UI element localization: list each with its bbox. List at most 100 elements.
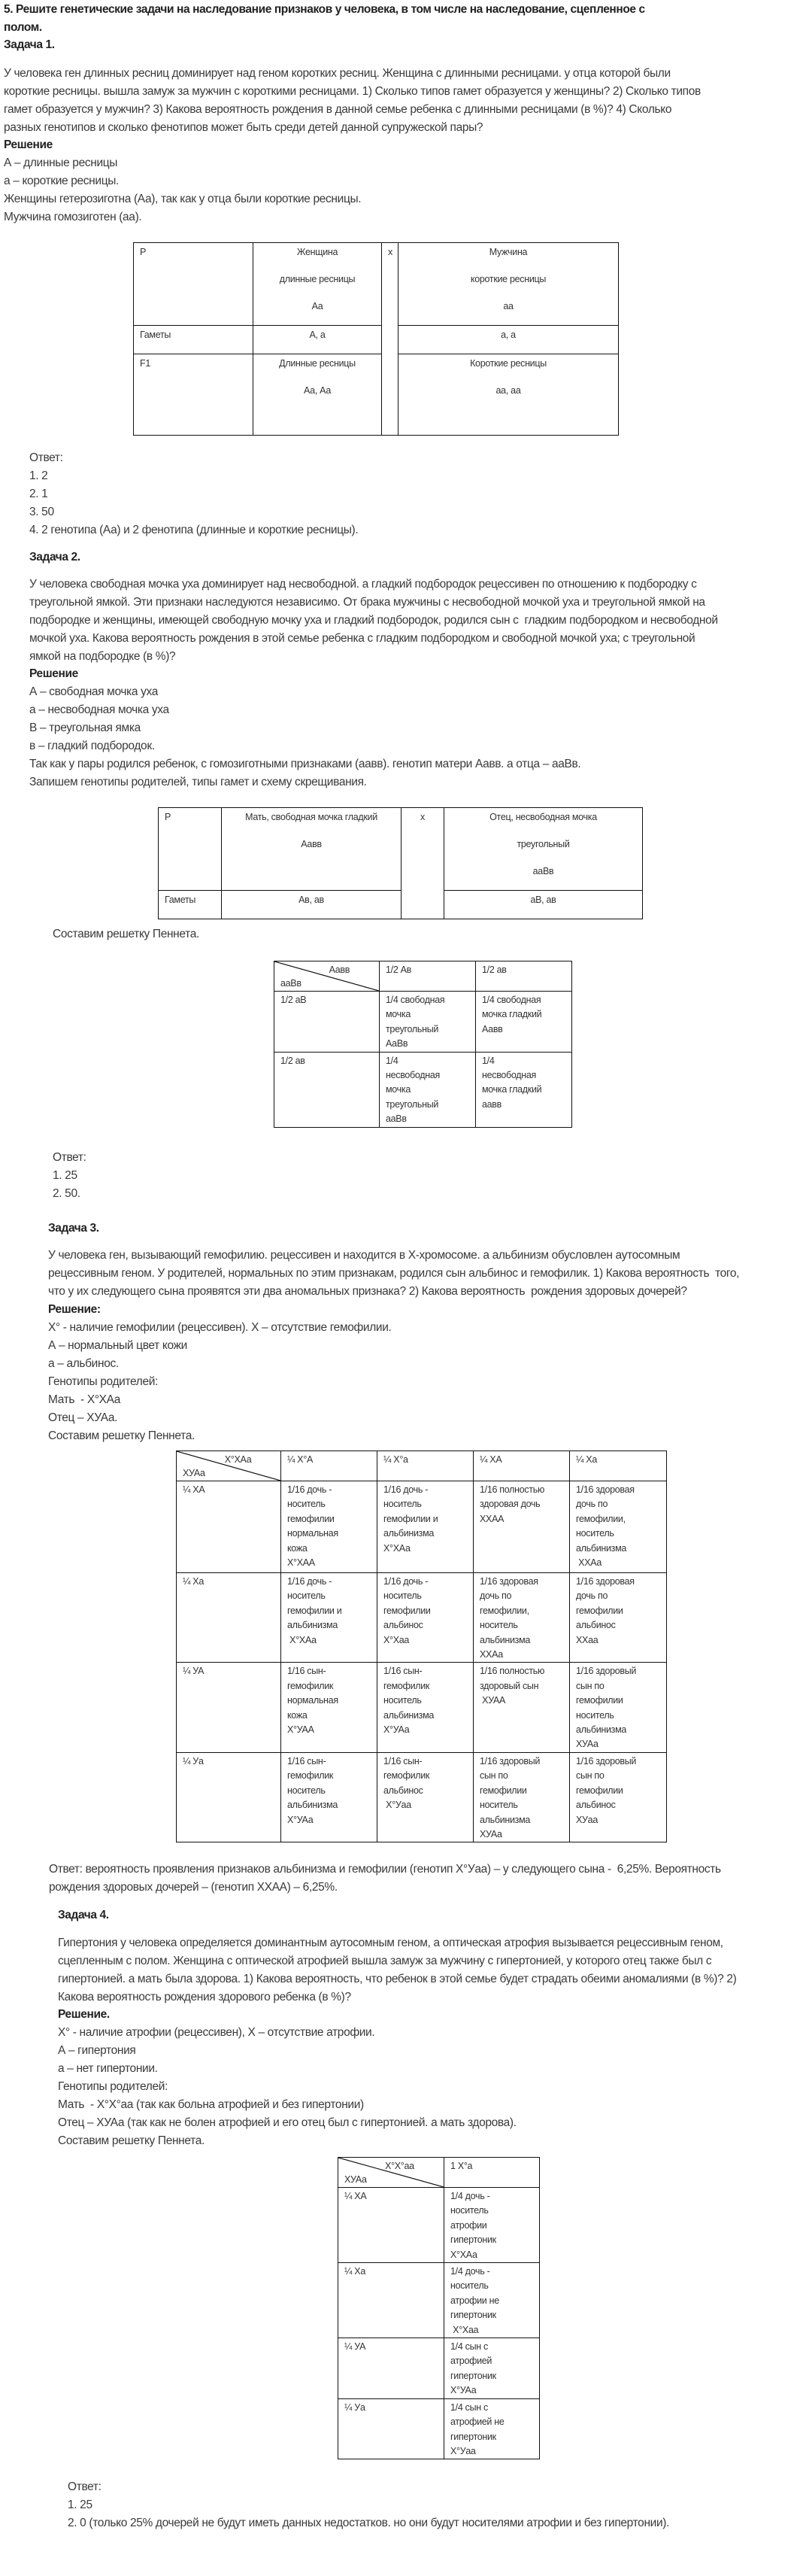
text-line: рецессивным геном. У родителей, нормальн… (48, 1267, 740, 1280)
task2-notes: А – свободная мочка уха а – несвободная м… (29, 683, 581, 791)
text-line: Мужчина гомозиготен (аа). (4, 211, 142, 223)
table-cell: 1/16 дочь - носитель гемофилии и альбинизма… (280, 1572, 377, 1663)
cell-line: ¼ Уа (344, 2401, 365, 2413)
cell-line: аа (503, 301, 514, 311)
cell-line: 1/16 дочь - (287, 1576, 332, 1587)
table-row: ¼ Уа 1/16 сын-гемофилик носитель альбинизма… (176, 1751, 667, 1843)
cell-line: атрофией (450, 2356, 492, 2367)
cell-line: 1/16 здоровая (480, 1576, 538, 1587)
text-line: У человека свободная мочка уха доминируе… (29, 578, 697, 591)
table-row: Х°Х°аа ХУАа 1 Х°а (338, 2157, 540, 2188)
cell-line: 1/16 здоровый (576, 1666, 637, 1677)
cell-line: 1/16 сын- (383, 1666, 423, 1677)
cell-line: альбинизма (480, 1634, 531, 1645)
cell-line: гемофилии (383, 1605, 431, 1616)
cell-line: носитель (383, 1499, 422, 1510)
cell-line: мочка (386, 1084, 411, 1095)
table-cell: 1/4 несвободная мочка гладкий аавв (475, 1051, 572, 1128)
task3-answer: Ответ: вероятность проявления признаков … (49, 1861, 721, 1897)
table-cell: Короткие ресницы аа, аа (398, 354, 619, 436)
cell-line: Отец, несвободная мочка (489, 812, 597, 822)
cell-line: Х°Уаа (383, 1800, 411, 1811)
text-line: 2. 0 (только 25% дочерей не будут иметь … (68, 2517, 670, 2529)
cell-line: гемофилик (287, 1770, 334, 1782)
table-cell: 1 Х°а (444, 2157, 540, 2188)
table-cell: P (133, 242, 253, 326)
text-line: А – нормальный цвет кожи (48, 1339, 187, 1352)
row-parent-genotype: ааВв (280, 978, 302, 989)
cell-line: ХУАа (480, 1828, 502, 1839)
table-cell: P (158, 807, 222, 891)
cell-line: ¼ УА (344, 2341, 366, 2353)
task4-notes: Х° - наличие атрофии (рецессивен), Х – о… (58, 2024, 517, 2150)
text-line: Х° - наличие гемофилии (рецессивен). Х –… (48, 1321, 392, 1334)
table-cell: Мужчина короткие ресницы аа (398, 242, 619, 326)
cell-line: носитель (383, 1695, 422, 1706)
cell-line: 1/16 дочь - (383, 1576, 429, 1587)
cell-line: 1/16 сын- (287, 1755, 326, 1766)
text-line: Ответ: (53, 1151, 86, 1164)
table-cell: 1/16 сын-гемофилик альбинос Х°Уаа (377, 1751, 474, 1843)
text-line: мочкой уха. Какова вероятность рождения … (29, 632, 695, 645)
diagonal-header-cell: Х°ХАа ХУАа (176, 1451, 281, 1481)
table-row: ¼ ХА 1/16 дочь - носитель гемофилии нормальн… (176, 1481, 667, 1573)
cell-line: 1/16 здоровая (576, 1576, 635, 1587)
table-row: ¼ УА 1/16 сын-гемофилик нормальная кожа Х°УА… (176, 1662, 667, 1753)
table-cell: 1/4 сын с атрофией не гипертоник Х°Уаа (444, 2398, 540, 2460)
cell-line: несвободная (482, 1070, 537, 1081)
cell-line: 1/4 (386, 1055, 398, 1066)
task2-condition: У человека свободная мочка уха доминируе… (29, 576, 718, 666)
text-line: А – гипертония (58, 2044, 136, 2057)
text-line: Решение (29, 667, 78, 680)
table-cell: 1/16 дочь - носитель гемофилии нормальная ко… (280, 1481, 377, 1573)
cell-line: Х°Хаа (383, 1634, 410, 1645)
cell-line: дочь по (576, 1590, 608, 1602)
text-line: Составим решетку Пеннета. (48, 1429, 195, 1442)
text-line: Какова вероятность рождения здорового ре… (58, 1991, 351, 2003)
task1-notes: А – длинные ресницы а – короткие ресницы.… (4, 154, 362, 226)
task1-solution-label: Решение (4, 136, 53, 154)
cell-line: Х°Уаа (450, 2445, 476, 2456)
text-line: У человека ген, вызывающий гемофилию. ре… (48, 1249, 680, 1262)
cell-line: гипертоник (450, 2310, 496, 2321)
text-line: Отец – ХУАа (так как не болен атрофией и… (58, 2116, 517, 2129)
table-cell: а, а (398, 325, 619, 354)
cell-line: ¼ Х°а (383, 1454, 408, 1465)
cell-line: носитель (576, 1709, 614, 1721)
cell-line: альбинос (576, 1620, 616, 1631)
cell-line: альбинизма (576, 1724, 627, 1736)
task2-answer: Ответ: 1. 25 2. 50. (53, 1149, 86, 1203)
cell-line: альбинизма (383, 1528, 435, 1539)
cell-line: альбинизма (383, 1709, 435, 1721)
cell-line: дочь по (480, 1590, 512, 1602)
table-cell: 1/16 сын-гемофилик носитель альбинизма Х°УА… (377, 1662, 474, 1753)
table-cell: ¼ Ха (569, 1451, 667, 1481)
text-line: 3. 50 (29, 506, 54, 518)
task4-heading: Задача 4. (58, 1906, 109, 1924)
text-line: Х° - наличие атрофии (рецессивен), Х – о… (58, 2026, 375, 2039)
cell-line: носитель (287, 1499, 326, 1510)
cell-line: 1/16 дочь - (287, 1484, 332, 1495)
table-cell: 1/16 здоровый сын по гемофилии носитель альб… (569, 1662, 667, 1753)
diagonal-header-cell: Аавв ааВв (274, 961, 380, 992)
table-row: Х°ХАа ХУАа ¼ Х°А ¼ Х°а ¼ ХА ¼ Ха (176, 1451, 667, 1481)
cell-line: аа, аа (495, 385, 521, 396)
task3-punnett-table: Х°ХАа ХУАа ¼ Х°А ¼ Х°а ¼ ХА ¼ Ха ¼ ХА 1/16 дочь… (176, 1451, 667, 1843)
cell-line: Х°ХАА (287, 1557, 315, 1569)
text-line: 5. Решите генетические задачи на наследо… (4, 3, 645, 16)
cell-line: гемофилии (576, 1785, 623, 1796)
cell-line: P (140, 247, 147, 257)
text-line: Решение. (58, 2008, 110, 2021)
cell-line: 1/4 дочь - (450, 2191, 490, 2201)
text-line: Задача 1. (4, 38, 55, 51)
table-cell: x (401, 807, 444, 919)
text-line: Решение (4, 138, 53, 151)
cell-line: Длинные ресницы (279, 358, 356, 369)
text-line: Гипертония у человека определяется домин… (58, 1937, 723, 1949)
text-line: что у их следующего сына проявятся эти д… (48, 1285, 687, 1298)
cell-line: P (165, 812, 171, 822)
cell-line: ааВв (532, 866, 554, 876)
table-cell: 1/16 здоровый сын по гемофилии носитель альб… (473, 1751, 570, 1843)
table-cell: 1/4 свободная мочка гладкий Аавв (475, 991, 572, 1053)
table-cell: 1/16 дочь - носитель гемофилии и альбинизма… (377, 1481, 474, 1573)
